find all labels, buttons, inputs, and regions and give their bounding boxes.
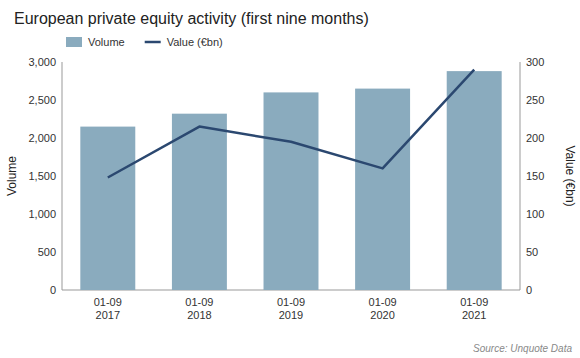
line bbox=[108, 70, 474, 178]
y-axis-label: Volume bbox=[5, 156, 19, 196]
x-tick-label: 01-092018 bbox=[185, 296, 213, 321]
legend-label: Value (€bn) bbox=[167, 36, 223, 48]
x-tick-label: 01-092017 bbox=[94, 296, 122, 321]
legend-swatch bbox=[145, 41, 161, 44]
legend-item: Value (€bn) bbox=[145, 36, 223, 48]
source-note: Source: Unquote Data bbox=[473, 343, 572, 354]
title: European private equity activity (first … bbox=[14, 10, 369, 27]
y-tick-label: 500 bbox=[38, 246, 56, 258]
plot-area bbox=[80, 70, 501, 290]
y2-tick-label: 0 bbox=[526, 284, 532, 296]
y-axis-line bbox=[62, 62, 63, 290]
y-tick-label: 2,000 bbox=[28, 132, 56, 144]
y-tick-label: 1,000 bbox=[28, 208, 56, 220]
y2-tick-label: 100 bbox=[526, 208, 544, 220]
y-tick-label: 0 bbox=[50, 284, 56, 296]
x-tick-label: 01-092020 bbox=[369, 296, 397, 321]
legend-swatch bbox=[66, 37, 82, 47]
y-tick-label: 2,500 bbox=[28, 94, 56, 106]
y2-tick-label: 200 bbox=[526, 132, 544, 144]
bar bbox=[80, 127, 135, 290]
x-tick-label: 01-092019 bbox=[277, 296, 305, 321]
x-tick-label: 01-092021 bbox=[460, 296, 488, 321]
y2-tick-label: 250 bbox=[526, 94, 544, 106]
legend-item: Volume bbox=[66, 36, 125, 48]
y2-tick-label: 150 bbox=[526, 170, 544, 182]
y-tick-label: 1,500 bbox=[28, 170, 56, 182]
bar bbox=[355, 89, 410, 290]
y2-axis-line bbox=[520, 62, 521, 290]
bar bbox=[447, 71, 502, 290]
bar bbox=[172, 114, 227, 290]
bar bbox=[264, 92, 319, 290]
y2-axis-label: Value (€bn) bbox=[563, 145, 577, 206]
legend-label: Volume bbox=[88, 36, 125, 48]
y2-tick-label: 50 bbox=[526, 246, 538, 258]
y2-tick-label: 300 bbox=[526, 56, 544, 68]
y-tick-label: 3,000 bbox=[28, 56, 56, 68]
chart: European private equity activity (first … bbox=[0, 0, 580, 358]
